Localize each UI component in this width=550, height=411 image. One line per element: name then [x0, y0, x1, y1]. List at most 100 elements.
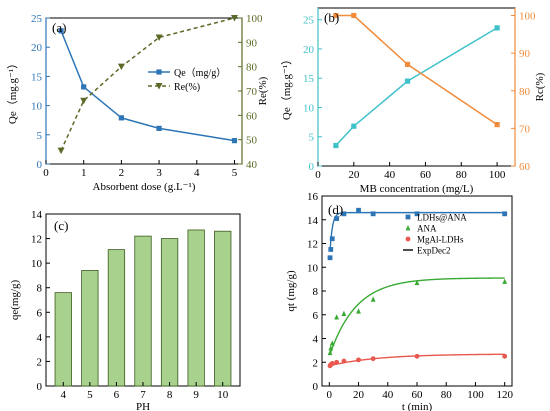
point-ldhs-ana — [414, 211, 420, 217]
point-mgal-ldhs — [341, 358, 347, 364]
y-tick-label: 6 — [313, 310, 319, 322]
x-tick-label: 5 — [87, 389, 93, 401]
y-right-tick-label: 80 — [246, 62, 258, 74]
legend-label-ana: ANA — [417, 224, 437, 234]
bar-ph-4 — [54, 292, 72, 387]
point-qe — [81, 84, 87, 90]
y-right-tick-label: 70 — [519, 123, 531, 135]
y-tick-label: 14 — [307, 215, 319, 227]
legend-marker-re — [155, 83, 163, 90]
y-right-tick-label: 40 — [246, 159, 258, 171]
x-tick-label: 0 — [43, 167, 49, 179]
point-ana — [414, 279, 420, 286]
y-tick-label: 12 — [31, 234, 42, 246]
panel-label: (c) — [54, 218, 68, 233]
y-right-tick-label: 50 — [246, 135, 258, 147]
point-qe — [404, 78, 411, 84]
point-qe — [333, 142, 339, 149]
series-qe-line — [335, 27, 498, 147]
point-ana — [502, 278, 508, 284]
point-ldhs-ana — [341, 211, 347, 217]
y-left-axis-label: Qe（mg.g⁻¹） — [280, 54, 293, 120]
x-tick-label: 60 — [412, 389, 424, 401]
plot-frame — [317, 7, 516, 167]
point-mgal-ldhs — [414, 353, 420, 359]
y-left-tick-label: 0 — [37, 159, 43, 171]
y-right-tick-label: 90 — [246, 37, 258, 49]
x-tick-label: 20 — [348, 169, 360, 181]
point-rc — [404, 61, 411, 68]
panel-a-chart: 0 1 2 3 4 50510152025405060708090100(a)Absorb… — [6, 13, 269, 193]
y-tick-label: 4 — [313, 334, 319, 346]
y-tick-label: 10 — [31, 258, 43, 270]
bar-ph-10 — [214, 230, 232, 387]
x-tick-label: 10 — [217, 389, 229, 401]
x-tick-label: 120 — [496, 389, 513, 401]
fit-curve — [329, 277, 505, 355]
x-tick-label: 7 — [140, 389, 146, 401]
y-tick-label: 8 — [313, 286, 319, 298]
point-mgal-ldhs — [356, 357, 361, 363]
x-axis-label: PH — [136, 401, 150, 411]
panel-label: (b) — [324, 10, 339, 25]
point-ana — [334, 314, 340, 320]
y-right-tick-label: 100 — [246, 13, 263, 25]
y-tick-label: 0 — [37, 381, 43, 393]
point-ana — [341, 310, 347, 316]
point-ldhs-ana — [327, 255, 333, 261]
y-tick-label: 4 — [37, 332, 43, 344]
y-right-tick-label: 100 — [519, 11, 536, 23]
y-tick-label: 10 — [307, 262, 319, 274]
point-ldhs-ana — [328, 247, 334, 252]
point-ldhs-ana — [329, 236, 335, 242]
point-ldhs-ana — [356, 207, 361, 213]
point-re — [230, 15, 238, 22]
legend-marker-ana — [405, 225, 411, 231]
point-qe — [118, 115, 124, 121]
y-right-tick-label: 80 — [519, 86, 531, 98]
legend-label-ldhs-ana: LDHs@ANA — [417, 213, 467, 223]
point-qe — [231, 138, 238, 144]
y-right-tick-label: 90 — [519, 48, 531, 60]
y-tick-label: 2 — [37, 356, 43, 368]
x-axis-label: t (min) — [402, 401, 433, 411]
point-ana — [327, 349, 333, 356]
x-tick-label: 40 — [384, 169, 396, 181]
point-ldhs-ana — [502, 211, 508, 217]
y-right-tick-label: 60 — [246, 110, 258, 122]
y-left-tick-label: 20 — [31, 42, 43, 54]
x-tick-label: 100 — [489, 169, 506, 181]
point-ana — [329, 340, 335, 346]
point-mgal-ldhs — [502, 353, 508, 359]
x-tick-label: 4 — [61, 389, 67, 401]
x-axis-label: MB concentration (mg/L) — [360, 183, 474, 195]
x-tick-label: 8 — [167, 389, 173, 401]
y-tick-label: 14 — [31, 209, 43, 221]
x-tick-label: 6 — [114, 389, 120, 401]
x-tick-label: 9 — [193, 389, 199, 401]
point-ana — [370, 296, 376, 302]
bar-ph-8 — [160, 238, 179, 387]
legend-label-mgal-ldhs: MgAl-LDHs — [417, 235, 464, 245]
y-left-tick-label: 25 — [31, 13, 43, 25]
y-left-tick-label: 10 — [31, 101, 43, 113]
x-tick-label: 20 — [353, 389, 365, 401]
x-tick-label: 3 — [156, 167, 162, 179]
y-left-tick-label: 0 — [309, 161, 315, 173]
series-qe-line — [60, 30, 235, 142]
series-rc-line — [335, 14, 498, 126]
point-ana — [356, 308, 361, 314]
x-tick-label: 80 — [456, 169, 468, 181]
point-qe — [156, 125, 162, 131]
y-axis-label: qe(mg/g) — [9, 280, 21, 321]
x-tick-label: 5 — [232, 167, 238, 179]
point-re — [57, 147, 65, 155]
x-axis-label: Absorbent dose (g.L⁻¹) — [93, 181, 196, 193]
y-left-tick-label: 15 — [31, 71, 43, 83]
point-qe — [58, 28, 64, 34]
legend-label-re: Re(%) — [174, 82, 200, 93]
point-mgal-ldhs — [334, 359, 340, 365]
x-tick-label: 0 — [327, 389, 333, 401]
y-tick-label: 16 — [307, 191, 319, 203]
legend-label-qe: Qe（mg/g） — [174, 67, 226, 79]
